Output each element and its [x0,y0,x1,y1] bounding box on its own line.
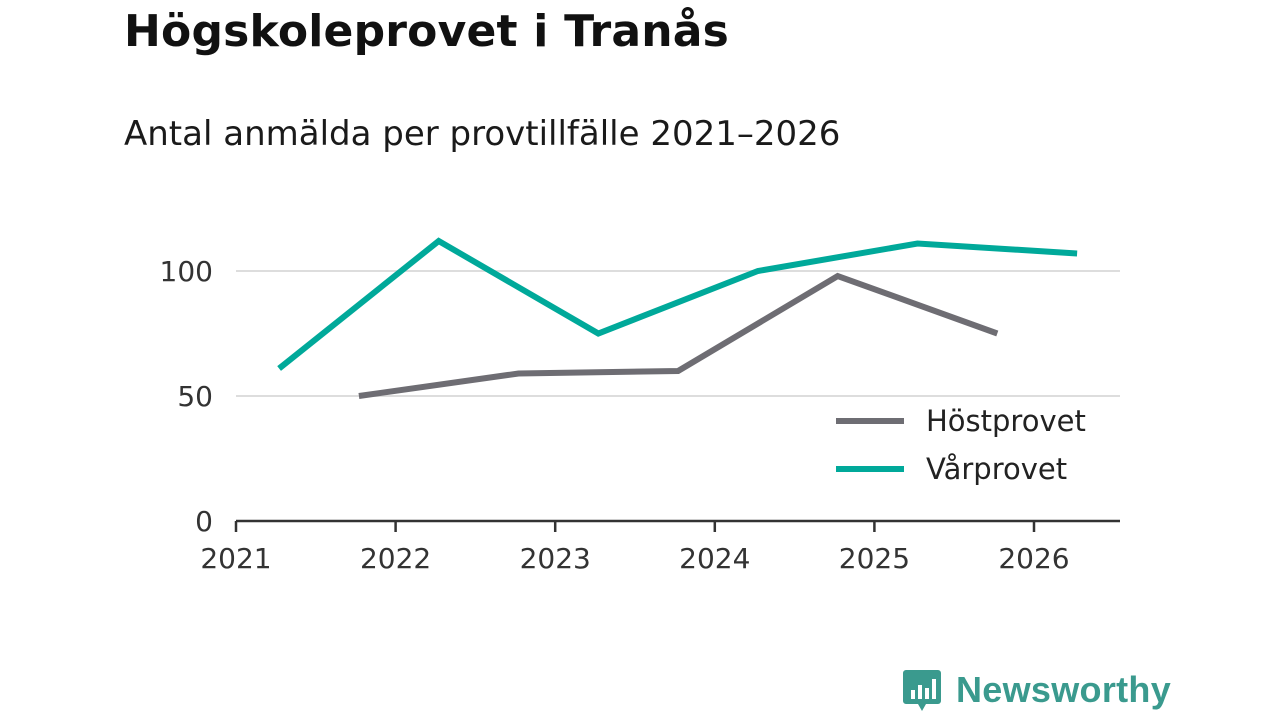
x-tick-label-2021: 2021 [200,542,271,575]
y-tick-label-0: 0 [195,505,213,538]
x-tick-label-2025: 2025 [839,542,910,575]
y-tick-label-100: 100 [160,255,213,288]
x-tick-label-2022: 2022 [360,542,431,575]
legend-background [826,397,1101,503]
chart-title: Högskoleprovet i Tranås [124,6,730,57]
x-tick-label-2023: 2023 [520,542,591,575]
newsworthy-chart-bubble-icon [903,670,941,711]
brand-logo: Newsworthy [902,668,1171,712]
series-line-varprovet [277,237,1078,371]
y-tick-label-50: 50 [177,380,213,413]
x-tick-label-2024: 2024 [679,542,750,575]
series-line-hostprovet [358,272,999,399]
brand-name: Newsworthy [956,669,1172,710]
legend-label-hostprovet: Höstprovet [926,404,1086,438]
chart-subtitle: Antal anmälda per provtillfälle 2021–202… [124,114,841,154]
x-tick-label-2026: 2026 [998,542,1069,575]
legend-label-varprovet: Vårprovet [926,452,1067,486]
